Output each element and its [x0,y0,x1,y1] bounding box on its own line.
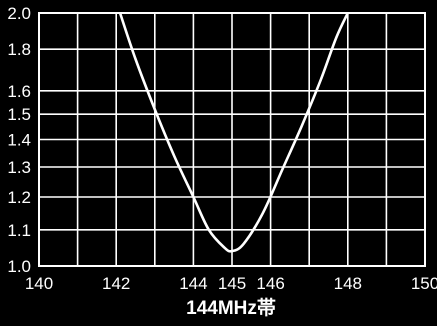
x-tick-label: 140 [25,274,53,293]
y-tick-label: 1.3 [7,158,31,177]
y-tick-label: 1.5 [7,105,31,124]
x-tick-label: 148 [334,274,362,293]
y-tick-label: 1.6 [7,82,31,101]
x-tick-label: 146 [256,274,284,293]
x-tick-label: 145 [218,274,246,293]
y-tick-label: 1.4 [7,131,31,150]
x-axis-label: 144MHz帯 [186,296,276,319]
x-tick-label: 142 [102,274,130,293]
y-tick-label: 1.0 [7,257,31,276]
y-tick-labels: 1.0 1.1 1.2 1.3 1.4 1.5 1.6 1.8 2.0 [7,4,31,276]
series-layer [118,12,349,253]
grid [38,12,426,267]
y-tick-label: 2.0 [7,4,31,23]
y-tick-label: 1.1 [7,221,31,240]
y-tick-label: 1.8 [7,40,31,59]
swr-curve [118,12,349,253]
x-tick-label: 150 [411,274,437,293]
x-tick-labels: 140 142 144 145 146 148 150 [25,274,437,293]
x-tick-label: 144 [179,274,207,293]
y-tick-label: 1.2 [7,188,31,207]
